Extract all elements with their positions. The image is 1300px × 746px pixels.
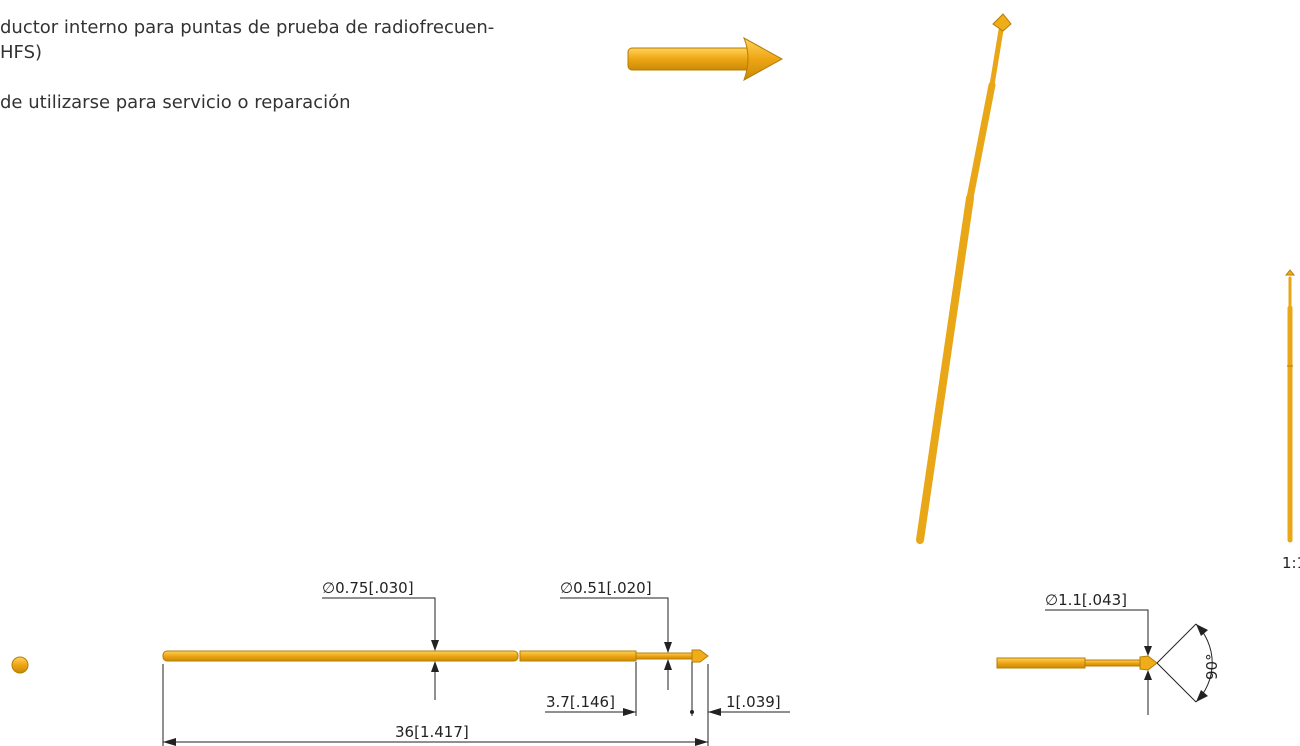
dimension-label: 36[1.417] (395, 723, 469, 741)
pin-side (162, 649, 709, 663)
dimension-label: ∅0.51[.020] (560, 579, 652, 597)
dimension-label: ∅0.75[.030] (322, 579, 414, 597)
dimension-label: ∅1.1[.043] (1045, 591, 1127, 609)
pin-iso (916, 13, 1012, 544)
angle-label: 90° (1203, 653, 1221, 680)
scale-label: 1:1 (1282, 554, 1300, 572)
dimension-lines (162, 597, 790, 746)
pin-scale (1284, 269, 1296, 543)
dimension-label: 3.7[.146] (546, 693, 615, 711)
description-line: de utilizarse para servicio o reparación (0, 92, 351, 113)
description-line: HFS) (0, 42, 42, 63)
dimension-label: 1[.039] (726, 693, 781, 711)
pin-detail (627, 36, 784, 82)
pin-end-view (11, 656, 29, 674)
pin-head-detail (996, 655, 1158, 671)
dimension-lines (1045, 609, 1213, 715)
description-line: ductor interno para puntas de prueba de … (0, 17, 494, 38)
